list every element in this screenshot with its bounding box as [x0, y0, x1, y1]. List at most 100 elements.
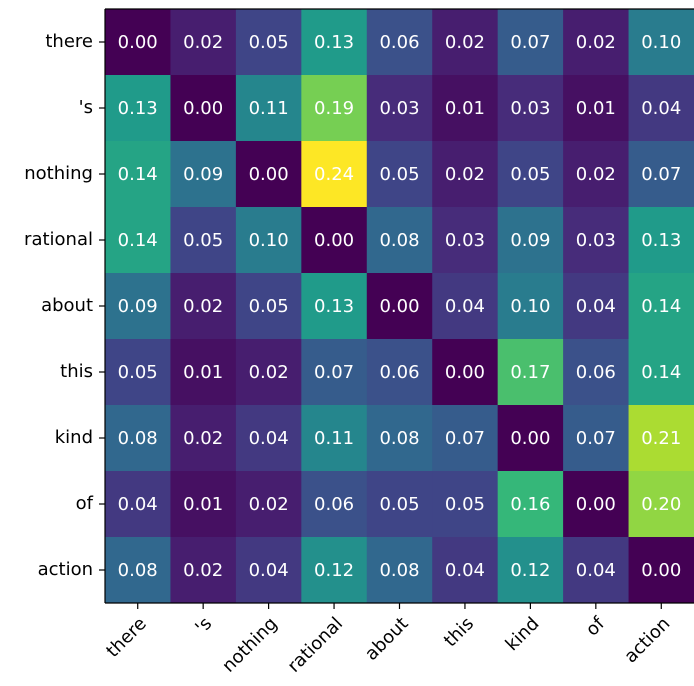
heatmap-cell: [628, 9, 694, 76]
heatmap-cell: [497, 339, 564, 406]
cell-label: 0.16: [510, 494, 550, 515]
heatmap-cell: [366, 9, 433, 76]
heatmap-cell: [366, 75, 433, 142]
cell-label: 0.08: [118, 560, 158, 581]
heatmap-cell: [105, 537, 171, 604]
cell-label: 0.09: [510, 230, 550, 251]
cell-label: 0.10: [249, 230, 289, 251]
heatmap-cell: [432, 207, 499, 274]
cell-label: 0.04: [118, 494, 158, 515]
heatmap-cell: [366, 537, 433, 604]
cell-label: 0.01: [183, 362, 223, 383]
cell-label: 0.06: [379, 362, 419, 383]
heatmap-cell: [235, 471, 302, 538]
y-tick-label: about: [41, 295, 93, 316]
heatmap-cell: [628, 273, 694, 340]
x-tick-label: nothing: [218, 613, 281, 676]
y-tick-label: of: [76, 493, 94, 514]
cell-label: 0.14: [641, 296, 681, 317]
cell-label: 0.05: [445, 494, 485, 515]
cell-label: 0.12: [510, 560, 550, 581]
heatmap-cell: [497, 207, 564, 274]
heatmap-cell: [563, 207, 630, 274]
cell-label: 0.07: [445, 428, 485, 449]
heatmap-cell: [105, 9, 171, 76]
heatmap-cell: [563, 9, 630, 76]
cell-label: 0.04: [445, 296, 485, 317]
cell-label: 0.19: [314, 98, 354, 119]
x-tick-label: kind: [502, 613, 544, 655]
heatmap-cell: [235, 339, 302, 406]
x-tick-label: rational: [284, 613, 348, 677]
x-tick-label: 's: [191, 613, 216, 638]
heatmap-cell: [105, 141, 171, 208]
heatmap-cell: [366, 273, 433, 340]
heatmap-cell: [235, 273, 302, 340]
heatmap-cell: [301, 141, 368, 208]
heatmap-cell: [170, 273, 237, 340]
cell-label: 0.06: [314, 494, 354, 515]
cell-label: 0.03: [445, 230, 485, 251]
cell-label: 0.02: [183, 32, 223, 53]
heatmap-cell: [235, 9, 302, 76]
cell-label: 0.05: [379, 494, 419, 515]
cell-label: 0.11: [314, 428, 354, 449]
heatmap-cell: [497, 9, 564, 76]
heatmap-cell: [563, 471, 630, 538]
heatmap-cell: [497, 537, 564, 604]
cell-label: 0.08: [379, 230, 419, 251]
cell-label: 0.20: [641, 494, 681, 515]
heatmap-cell: [563, 405, 630, 472]
heatmap-cell: [432, 9, 499, 76]
heatmap-cell: [301, 207, 368, 274]
heatmap-cell: [432, 471, 499, 538]
heatmap-cell: [105, 273, 171, 340]
heatmap-cell: [235, 537, 302, 604]
cell-label: 0.02: [576, 32, 616, 53]
cell-label: 0.03: [576, 230, 616, 251]
heatmap-cell: [563, 273, 630, 340]
cell-label: 0.02: [249, 494, 289, 515]
heatmap-cell: [563, 75, 630, 142]
heatmap-cell: [301, 339, 368, 406]
cell-label: 0.05: [510, 164, 550, 185]
heatmap-cell: [301, 405, 368, 472]
cell-label: 0.13: [641, 230, 681, 251]
cell-label: 0.04: [576, 296, 616, 317]
x-tick-label: action: [620, 613, 674, 667]
x-tick-label: about: [361, 613, 413, 665]
y-tick-label: nothing: [24, 163, 93, 184]
cell-label: 0.09: [118, 296, 158, 317]
heatmap-cell: [301, 9, 368, 76]
y-tick-label: rational: [24, 229, 93, 250]
heatmap-cell: [432, 537, 499, 604]
heatmap-cell: [170, 339, 237, 406]
heatmap-cell: [366, 207, 433, 274]
y-tick-label: action: [38, 559, 93, 580]
cell-label: 0.02: [183, 428, 223, 449]
heatmap-cell: [170, 405, 237, 472]
cell-label: 0.13: [314, 296, 354, 317]
cell-label: 0.05: [249, 32, 289, 53]
cell-label: 0.04: [249, 428, 289, 449]
heatmap-cell: [432, 405, 499, 472]
heatmap-cell: [105, 75, 171, 142]
heatmap-cell: [628, 207, 694, 274]
y-tick-label: there: [45, 31, 93, 52]
cell-label: 0.07: [576, 428, 616, 449]
cell-label: 0.02: [445, 32, 485, 53]
heatmap-cell: [628, 141, 694, 208]
heatmap-cell: [170, 9, 237, 76]
cell-label: 0.21: [641, 428, 681, 449]
x-tick-label: this: [440, 613, 478, 651]
cell-label: 0.14: [641, 362, 681, 383]
heatmap-cell: [170, 207, 237, 274]
cell-label: 0.02: [445, 164, 485, 185]
heatmap-cell: [366, 141, 433, 208]
cell-label: 0.00: [183, 98, 223, 119]
heatmap-cell: [235, 405, 302, 472]
heatmap-cell: [235, 75, 302, 142]
cell-label: 0.01: [183, 494, 223, 515]
heatmap-cell: [301, 471, 368, 538]
